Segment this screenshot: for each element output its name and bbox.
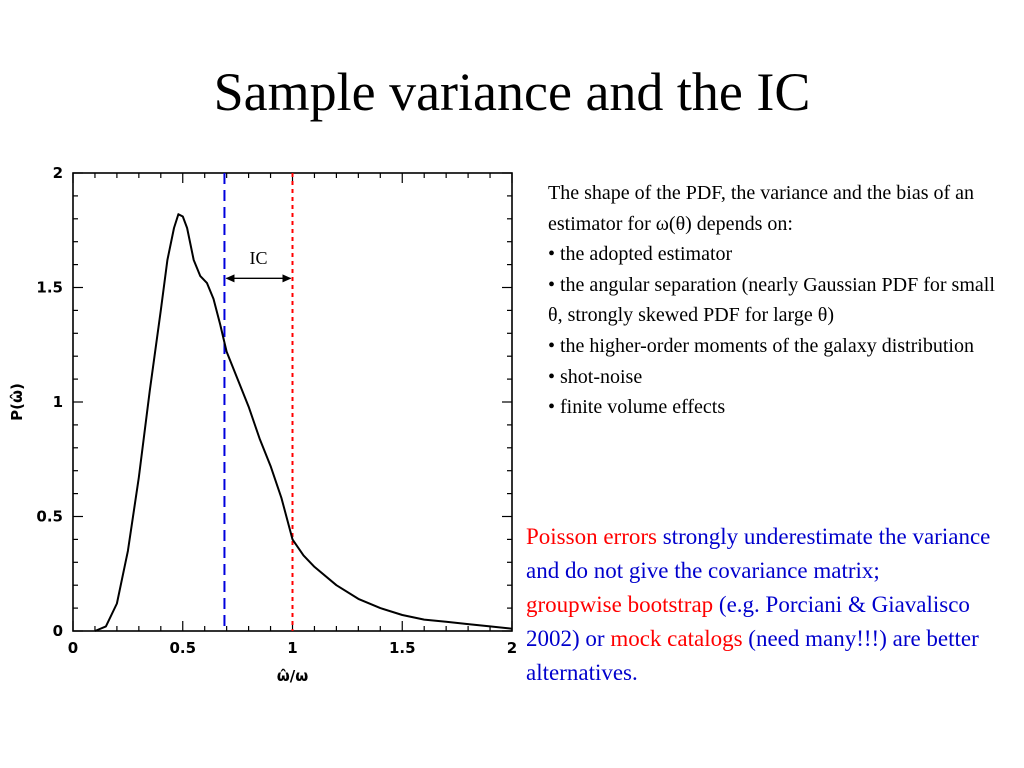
poisson-statement: strongly underestimate the variance and … bbox=[526, 524, 991, 583]
x-tick-label: 1 bbox=[287, 639, 297, 657]
notes-bullet-estimator: • the adopted estimator bbox=[548, 243, 733, 266]
citation-text: (e.g. Porciani & Giavalisco 2002) or bbox=[526, 592, 970, 651]
notes-bullet-angular-separation: • the angular separation (nearly Gaussia… bbox=[548, 273, 995, 327]
poisson-errors-highlight: Poisson errors bbox=[526, 524, 657, 549]
conclusion-poisson: Poisson errors strongly underestimate th… bbox=[526, 520, 1006, 588]
y-axis-label: P(ω̂) bbox=[8, 383, 26, 421]
ic-arrow-head-left bbox=[225, 274, 235, 283]
plot-frame bbox=[72, 172, 513, 632]
alternatives-statement: (need many!!!) are better alternatives. bbox=[526, 626, 979, 685]
x-tick-label: 2 bbox=[507, 639, 517, 657]
notes-bullet-higher-order-moments: • the higher-order moments of the galaxy… bbox=[548, 334, 974, 357]
ic-label: IC bbox=[249, 248, 267, 268]
notes-text: The shape of the PDF, the variance and t… bbox=[548, 178, 998, 423]
y-tick-label: 0 bbox=[53, 622, 63, 640]
ic-arrow-head-right bbox=[282, 274, 292, 283]
y-tick-label: 1 bbox=[53, 393, 63, 411]
y-tick-label: 1.5 bbox=[36, 279, 63, 297]
groupwise-bootstrap-highlight: groupwise bootstrap bbox=[526, 592, 714, 617]
notes-line-intro: The shape of the PDF, the variance and t… bbox=[548, 182, 975, 235]
pdf-chart: 0 0.5 1 1.5 2 0 0.5 1 1.5 2 ω̂/ω P(ω̂) IC bbox=[8, 164, 517, 685]
pdf-curve bbox=[94, 213, 513, 632]
y-tick-label: 0.5 bbox=[36, 508, 63, 526]
x-tick-label: 0.5 bbox=[169, 639, 196, 657]
y-tick-label: 2 bbox=[53, 164, 63, 182]
conclusion-text: Poisson errors strongly underestimate th… bbox=[526, 520, 1006, 690]
notes-bullet-shot-noise: • shot-noise bbox=[548, 365, 643, 388]
conclusion-alternatives: groupwise bootstrap (e.g. Porciani & Gia… bbox=[526, 588, 1006, 690]
mock-catalogs-highlight: mock catalogs bbox=[610, 626, 743, 651]
slide-title: Sample variance and the IC bbox=[213, 62, 811, 122]
x-tick-label: 0 bbox=[68, 639, 78, 657]
notes-bullet-finite-volume: • finite volume effects bbox=[548, 396, 726, 419]
x-tick-label: 1.5 bbox=[389, 639, 416, 657]
x-axis-label: ω̂/ω bbox=[277, 667, 309, 685]
